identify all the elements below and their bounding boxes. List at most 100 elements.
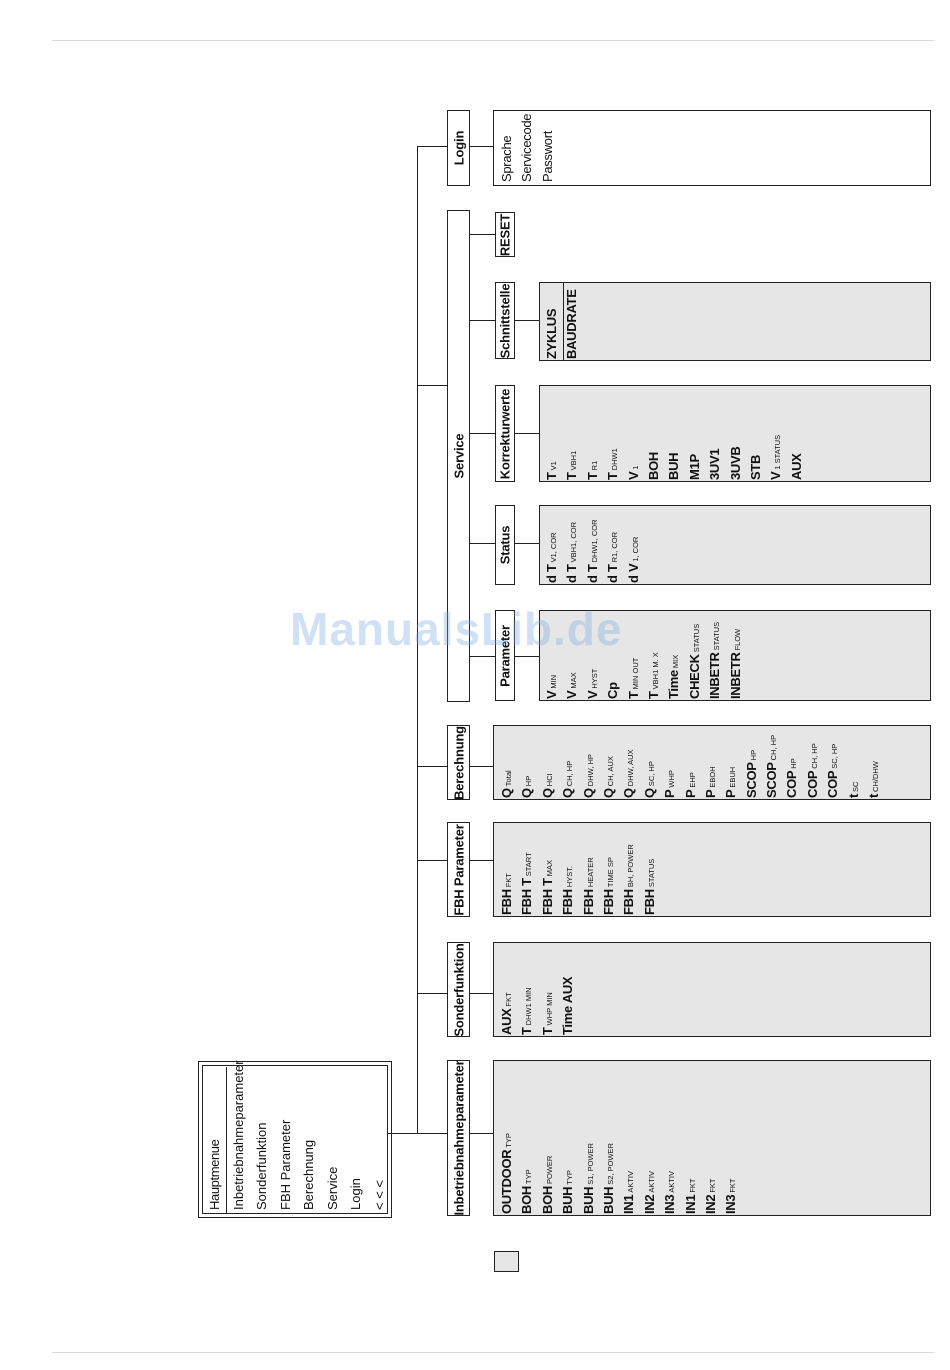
fbh-item: FBHFKT xyxy=(497,844,517,915)
korrektur-item-name: STB xyxy=(747,454,763,480)
berechnung-item-suffix: CH, HP xyxy=(769,734,779,761)
hauptmenue-item[interactable]: Login xyxy=(348,1178,363,1210)
inbetriebnahme-item: OUTDOORTYP xyxy=(497,1133,517,1214)
fbh-item-suffix: MAX xyxy=(544,859,554,877)
hauptmenue-item[interactable]: Inbetriebnahmeparameter xyxy=(230,1060,246,1210)
fbh-item: FBHHYST. xyxy=(558,844,578,915)
korrektur-item: BOH xyxy=(644,435,664,480)
login-item-name: Sprache xyxy=(499,135,514,182)
sonderfunktion-item-suffix: DHW1 MIN xyxy=(524,987,534,1026)
inbetriebnahme-item-suffix: FKT xyxy=(728,1178,738,1193)
berechnung-item: COPSC, HP xyxy=(823,735,843,798)
connector xyxy=(469,656,495,657)
parameter-item-name: INBETR xyxy=(707,652,723,699)
fbh-item-suffix: HYST. xyxy=(565,865,575,888)
inbetriebnahme-item-name: BUH xyxy=(560,1186,576,1214)
berechnung-item-suffix: CH/DHW xyxy=(871,761,881,792)
korrektur-item-suffix: R1 xyxy=(589,460,599,471)
berechnung-item-suffix: EBOH xyxy=(707,766,717,788)
korrektur-item-suffix: 1 STATUS xyxy=(773,434,783,470)
berechnung-item-name: t xyxy=(866,793,882,798)
schnittstelle-list: ZYKLUS BAUDRATE xyxy=(542,289,583,359)
hauptmenue-item[interactable]: Service xyxy=(324,1166,340,1210)
berechnung-item-name: P xyxy=(662,789,678,798)
korrektur-list-box xyxy=(539,385,931,482)
korrektur-item-suffix: V1 xyxy=(549,461,558,471)
hauptmenue-item[interactable]: Berechnung xyxy=(301,1139,316,1210)
sonderfunktion-item-name: AUX xyxy=(499,1008,514,1035)
inbetriebnahme-item-name: BUH xyxy=(580,1186,596,1214)
hauptmenue-back[interactable]: < < < xyxy=(371,1180,387,1210)
menu-status[interactable]: Status xyxy=(495,505,515,585)
menu-login-label: Login xyxy=(451,130,466,166)
parameter-item: TVBH1 M. X xyxy=(644,622,664,699)
menu-schnittstelle[interactable]: Schnittstelle xyxy=(495,282,515,359)
sonderfunktion-item-suffix: WHP MIN xyxy=(544,992,554,1026)
menu-korrekturwerte[interactable]: Korrekturwerte xyxy=(495,385,515,482)
fbh-item-name: FBH xyxy=(621,889,637,915)
inbetriebnahme-item-suffix: AKTIV xyxy=(667,1170,677,1193)
menu-schnittstelle-label: Schnittstelle xyxy=(497,283,513,358)
hauptmenue-item[interactable]: Sonderfunktion xyxy=(254,1122,269,1210)
menu-parameter[interactable]: Parameter xyxy=(495,610,515,701)
inbetriebnahme-item-suffix: TYP xyxy=(504,1133,513,1148)
berechnung-item: QCH, HP xyxy=(558,735,578,798)
menu-login[interactable]: Login xyxy=(447,110,470,186)
menu-berechnung[interactable]: Berechnung xyxy=(447,725,470,800)
status-item-suffix: R1, COR xyxy=(610,531,620,563)
korrektur-item: TDHW1 xyxy=(603,435,623,480)
parameter-item-name: Time xyxy=(666,670,682,699)
login-list-box xyxy=(493,110,931,186)
status-item-name: d T xyxy=(584,564,600,583)
status-item: d TDHW1, COR xyxy=(583,519,603,583)
sonderfunktion-item: AUXFKT xyxy=(497,977,517,1035)
inbetriebnahme-item-suffix: FKT xyxy=(707,1178,717,1193)
korrektur-item: V1 xyxy=(624,435,644,480)
parameter-item-name: CHECK xyxy=(686,654,702,699)
inbetriebnahme-item-suffix: S1, POWER xyxy=(585,1143,595,1185)
parameter-list: VMIN VMAX VHYST Cp TMIN OUT TVBH1 M. X TimeMIX… xyxy=(542,622,746,699)
menu-inbetriebnahmeparameter[interactable]: Inbetriebnahmeparameter xyxy=(447,1060,470,1216)
menu-sonderfunktion[interactable]: Sonderfunktion xyxy=(447,942,470,1037)
status-list: d TV1, COR d TVBH1, COR d TDHW1, COR d TR1,… xyxy=(542,519,644,583)
connector xyxy=(417,1133,447,1134)
menu-korrekturwerte-label: Korrekturwerte xyxy=(497,388,513,479)
connector xyxy=(469,1133,495,1134)
berechnung-item-suffix: HP xyxy=(748,749,758,761)
berechnung-item-name: Q xyxy=(519,788,535,798)
parameter-item-name: V xyxy=(564,690,580,699)
berechnung-item: QSC, HP xyxy=(640,735,660,798)
login-item: Servicecode xyxy=(517,114,537,182)
hauptmenue-item[interactable]: FBH Parameter xyxy=(277,1119,293,1210)
status-item-name: d V xyxy=(625,563,641,583)
inbetriebnahme-item-suffix: TYP xyxy=(565,1170,575,1185)
korrektur-item-suffix: VBH1 xyxy=(569,450,579,471)
berechnung-item-suffix: DHW, AUX xyxy=(626,749,636,787)
korrektur-item: V1 STATUS xyxy=(766,435,786,480)
fbh-item-suffix: STATUS xyxy=(646,858,656,888)
sonderfunktion-list: AUXFKT TDHW1 MIN TWHP MIN Time AUX xyxy=(497,977,579,1035)
menu-reset[interactable]: RESET xyxy=(495,212,515,257)
sonderfunktion-item-name: Time AUX xyxy=(560,976,576,1035)
fbh-item: FBH TMAX xyxy=(538,844,558,915)
schnittstelle-item: ZYKLUS xyxy=(542,289,562,359)
connector xyxy=(469,146,495,147)
korrektur-item-name: 3UV1 xyxy=(707,448,723,480)
connector xyxy=(417,146,447,147)
fbh-item: FBHHEATER xyxy=(579,844,599,915)
menu-fbh-parameter[interactable]: FBH Parameter xyxy=(447,822,470,917)
berechnung-item: PEHP xyxy=(681,735,701,798)
menu-service[interactable]: Service xyxy=(447,210,470,702)
parameter-item: VMAX xyxy=(562,622,582,699)
inbetriebnahme-item-suffix: FKT xyxy=(687,1178,697,1193)
berechnung-item-suffix: HP xyxy=(789,758,799,769)
status-item-name: d T xyxy=(605,564,621,583)
inbetriebnahme-item: IN2FKT xyxy=(701,1133,721,1214)
connector xyxy=(469,320,495,321)
korrektur-item-name: T xyxy=(584,472,600,480)
fbh-item-name: FBH xyxy=(641,889,657,915)
berechnung-item: QDHW, AUX xyxy=(619,735,639,799)
berechnung-list-box xyxy=(493,725,931,800)
berechnung-item: PEBUH xyxy=(721,735,741,798)
berechnung-item-suffix: EBUH xyxy=(728,766,738,788)
